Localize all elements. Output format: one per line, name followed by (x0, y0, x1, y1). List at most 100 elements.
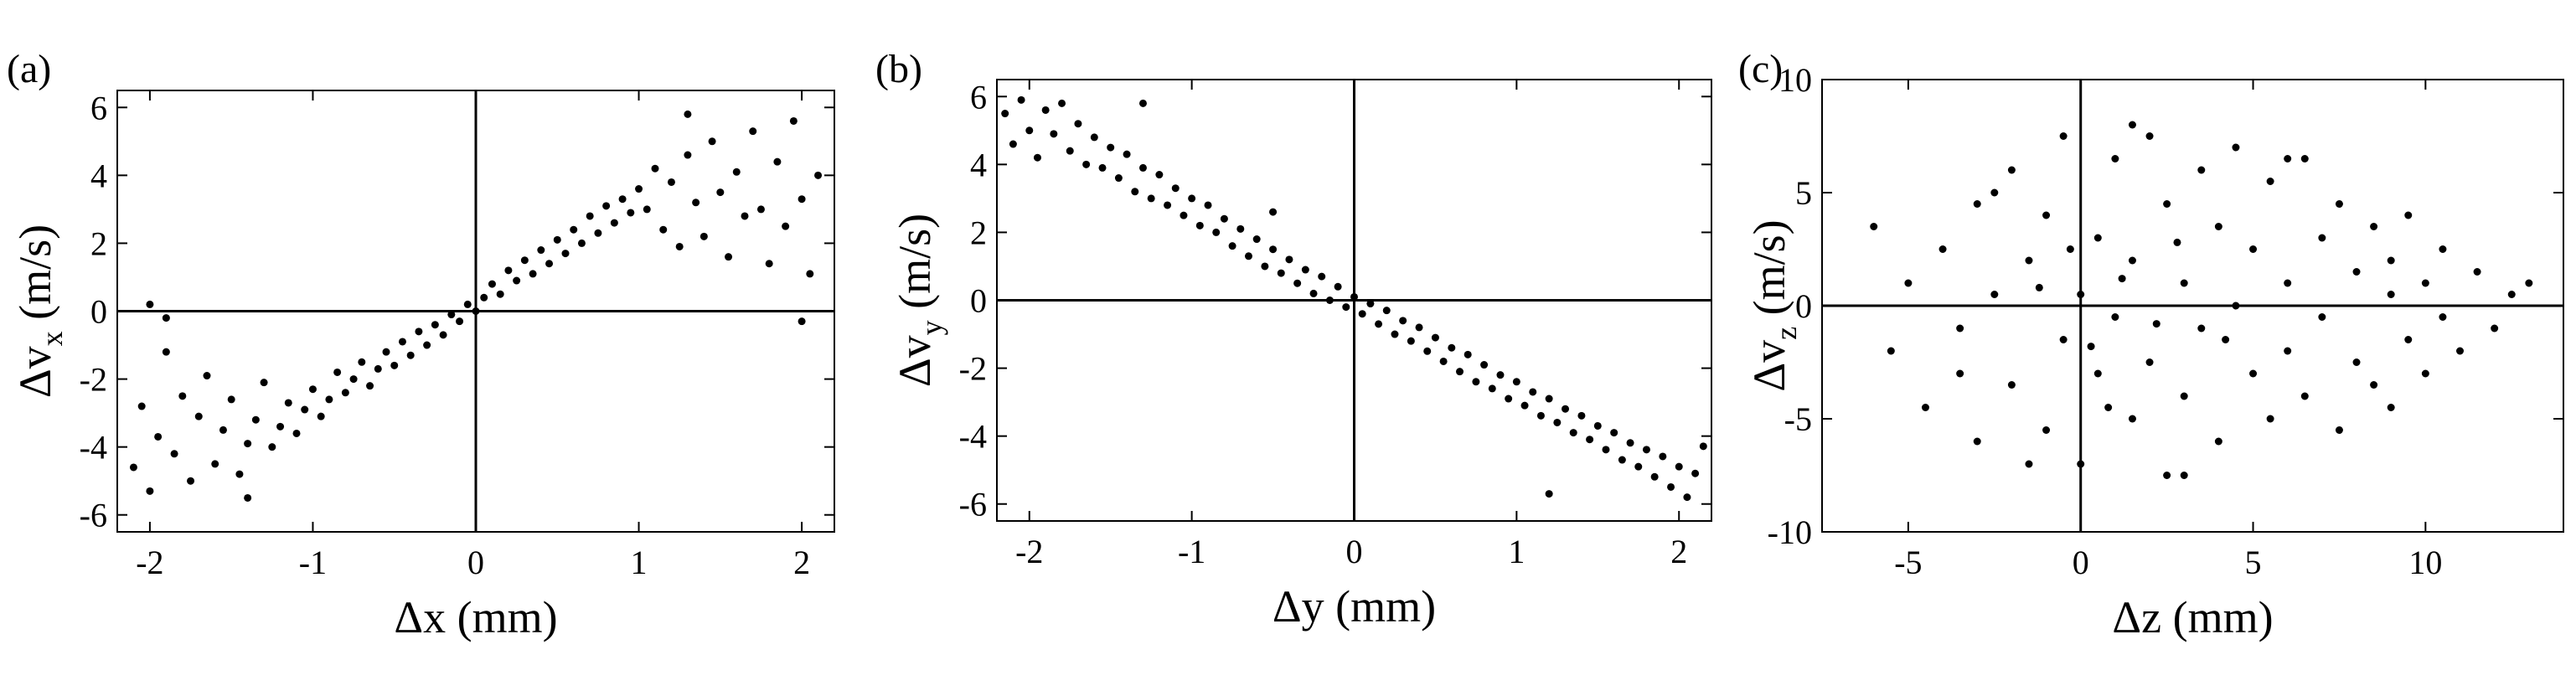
data-point (2042, 211, 2051, 219)
y-axis-label: Δvy (m/s) (890, 214, 948, 387)
panel-2: -2 -1 0 1 2 -6 -4 -2 0 2 4 6 (b) Δy (mm) Δvy (m/s) (875, 47, 1712, 632)
data-point (2404, 211, 2413, 219)
x-tick-label: 0 (1346, 533, 1363, 570)
x-tick-label: -1 (299, 544, 327, 581)
data-point (1009, 140, 1017, 148)
data-point (1520, 401, 1529, 410)
y-axis-label-unit: (m/s) (890, 214, 940, 321)
data-point (561, 250, 570, 258)
data-point (2266, 178, 2274, 185)
y-tick-label: -4 (80, 429, 107, 467)
x-tick-label: 2 (793, 544, 810, 581)
y-tick-label: -2 (959, 350, 987, 388)
data-point (765, 260, 773, 268)
data-point (749, 127, 757, 136)
data-point (2059, 336, 2068, 343)
data-point (2284, 279, 2292, 287)
data-point (618, 195, 627, 204)
data-point (741, 212, 749, 220)
data-point (2025, 256, 2033, 265)
data-point (1956, 324, 1964, 333)
data-point (2197, 166, 2206, 174)
data-point (2352, 268, 2361, 276)
data-point (716, 188, 725, 197)
data-point (1293, 279, 1302, 287)
data-point (2266, 415, 2274, 423)
data-point (1593, 421, 1602, 430)
y-tick-label: -5 (1784, 400, 1812, 438)
data-point (219, 425, 227, 434)
data-point (1228, 242, 1236, 250)
data-point (1439, 357, 1448, 365)
panel-label: (b) (875, 47, 922, 91)
data-point (447, 311, 456, 319)
data-point (1399, 317, 1407, 325)
data-point (244, 493, 252, 502)
data-point (463, 300, 472, 308)
data-point (1017, 95, 1025, 104)
y-tick-label: 4 (90, 157, 107, 194)
data-point (1236, 224, 1245, 233)
data-point (1277, 269, 1285, 277)
data-point (325, 395, 333, 404)
data-point (2232, 302, 2240, 310)
y-tick-label: -4 (959, 418, 987, 456)
data-point (504, 266, 513, 275)
data-point (2318, 234, 2326, 242)
data-point (2421, 279, 2429, 287)
data-point (1391, 330, 1399, 338)
data-point (692, 199, 700, 207)
data-point (2059, 132, 2068, 140)
x-tick-label: 0 (2073, 544, 2089, 581)
data-point (627, 209, 635, 217)
data-point (1382, 307, 1391, 315)
data-point (472, 307, 480, 315)
data-point (1269, 208, 1278, 216)
data-point (2093, 369, 2102, 378)
data-point (1301, 266, 1309, 274)
data-point (2104, 404, 2113, 411)
data-point (2439, 313, 2447, 321)
data-point (431, 321, 439, 329)
data-point (1545, 490, 1553, 498)
data-point (1041, 106, 1050, 114)
data-point (390, 361, 399, 369)
y-tick-label: 6 (970, 78, 987, 116)
data-point (2152, 320, 2160, 328)
data-point (659, 225, 668, 234)
x-tick-label: -5 (1894, 544, 1922, 581)
data-point (1667, 482, 1675, 491)
data-point (602, 202, 611, 210)
data-point (308, 385, 317, 394)
data-point (594, 229, 602, 237)
data-point (154, 432, 163, 441)
data-point (1659, 452, 1667, 461)
data-point (2145, 132, 2154, 140)
data-point (1325, 297, 1334, 304)
data-point (806, 270, 814, 278)
data-point (1114, 174, 1123, 183)
data-point (2370, 223, 2378, 230)
y-tick-label: -2 (80, 361, 107, 399)
data-point (1050, 130, 1058, 138)
data-point (1545, 394, 1553, 403)
y-tick-label: 2 (90, 224, 107, 262)
data-point (251, 415, 260, 424)
data-point (2404, 336, 2413, 343)
y-tick-label: 5 (1795, 174, 1812, 212)
y-tick-label: -6 (80, 497, 107, 534)
data-point (1082, 160, 1091, 168)
x-tick-label: 0 (467, 544, 484, 581)
data-point (2025, 460, 2033, 468)
data-point (2163, 472, 2171, 479)
y-axis-label-subscript: y (915, 320, 948, 335)
data-point (1342, 303, 1350, 312)
data-point (520, 256, 529, 265)
data-point (1553, 418, 1562, 426)
data-point (2077, 460, 2085, 468)
data-point (1642, 446, 1650, 454)
data-point (684, 110, 692, 118)
data-point (2077, 291, 2085, 298)
data-point (1090, 133, 1098, 142)
